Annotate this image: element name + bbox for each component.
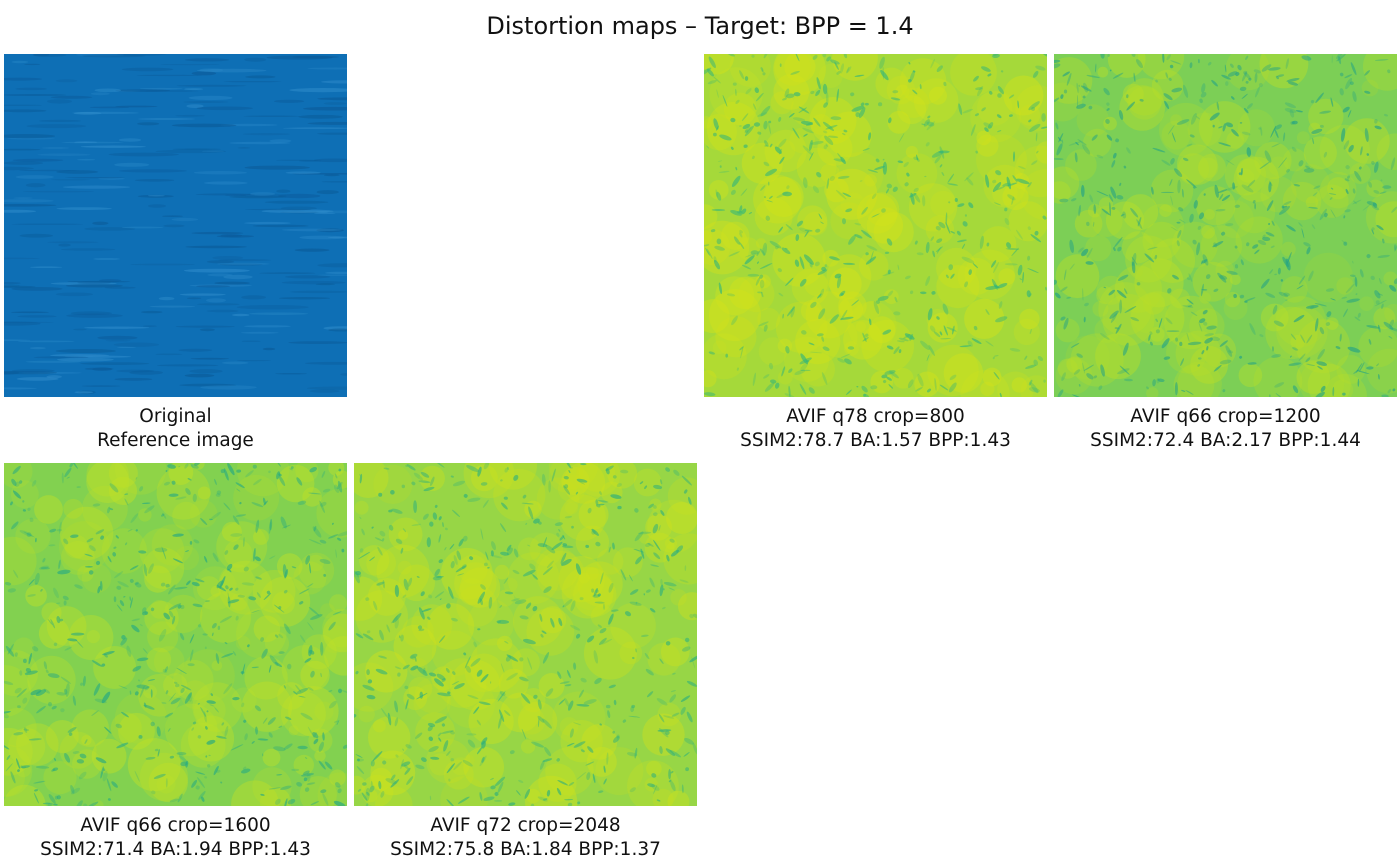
distortion-caption: AVIF q66 crop=1600 SSIM2:71.4 BA:1.94 BP… <box>4 814 347 862</box>
caption-line2: SSIM2:72.4 BA:2.17 BPP:1.44 <box>1090 430 1361 451</box>
original-panel: Original Reference image <box>4 54 347 453</box>
distortion-panel-q72-crop2048: AVIF q72 crop=2048 SSIM2:75.8 BA:1.84 BP… <box>354 463 697 862</box>
distortion-map-image <box>4 463 347 806</box>
caption-line2: SSIM2:71.4 BA:1.94 BPP:1.43 <box>40 839 311 860</box>
figure-title: Distortion maps – Target: BPP = 1.4 <box>486 12 914 40</box>
caption-line1: AVIF q72 crop=2048 <box>430 815 621 836</box>
distortion-caption: AVIF q66 crop=1200 SSIM2:72.4 BA:2.17 BP… <box>1054 405 1397 453</box>
distortion-map-image <box>354 463 697 806</box>
distortion-caption: AVIF q72 crop=2048 SSIM2:75.8 BA:1.84 BP… <box>354 814 697 862</box>
distortion-map-image <box>704 54 1047 397</box>
caption-line1: AVIF q78 crop=800 <box>786 406 965 427</box>
distortion-map-image <box>1054 54 1397 397</box>
original-caption: Original Reference image <box>4 405 347 453</box>
distortion-caption: AVIF q78 crop=800 SSIM2:78.7 BA:1.57 BPP… <box>704 405 1047 453</box>
caption-line2: Reference image <box>97 430 254 451</box>
distortion-panel-q66-crop1600: AVIF q66 crop=1600 SSIM2:71.4 BA:1.94 BP… <box>4 463 347 862</box>
distortion-panel-q78-crop800: AVIF q78 crop=800 SSIM2:78.7 BA:1.57 BPP… <box>704 54 1047 453</box>
caption-line1: AVIF q66 crop=1600 <box>80 815 271 836</box>
caption-line2: SSIM2:78.7 BA:1.57 BPP:1.43 <box>740 430 1011 451</box>
distortion-panel-q66-crop1200: AVIF q66 crop=1200 SSIM2:72.4 BA:2.17 BP… <box>1054 54 1397 453</box>
original-image <box>4 54 347 397</box>
caption-line1: AVIF q66 crop=1200 <box>1130 406 1321 427</box>
caption-line1: Original <box>139 406 212 427</box>
caption-line2: SSIM2:75.8 BA:1.84 BPP:1.37 <box>390 839 661 860</box>
